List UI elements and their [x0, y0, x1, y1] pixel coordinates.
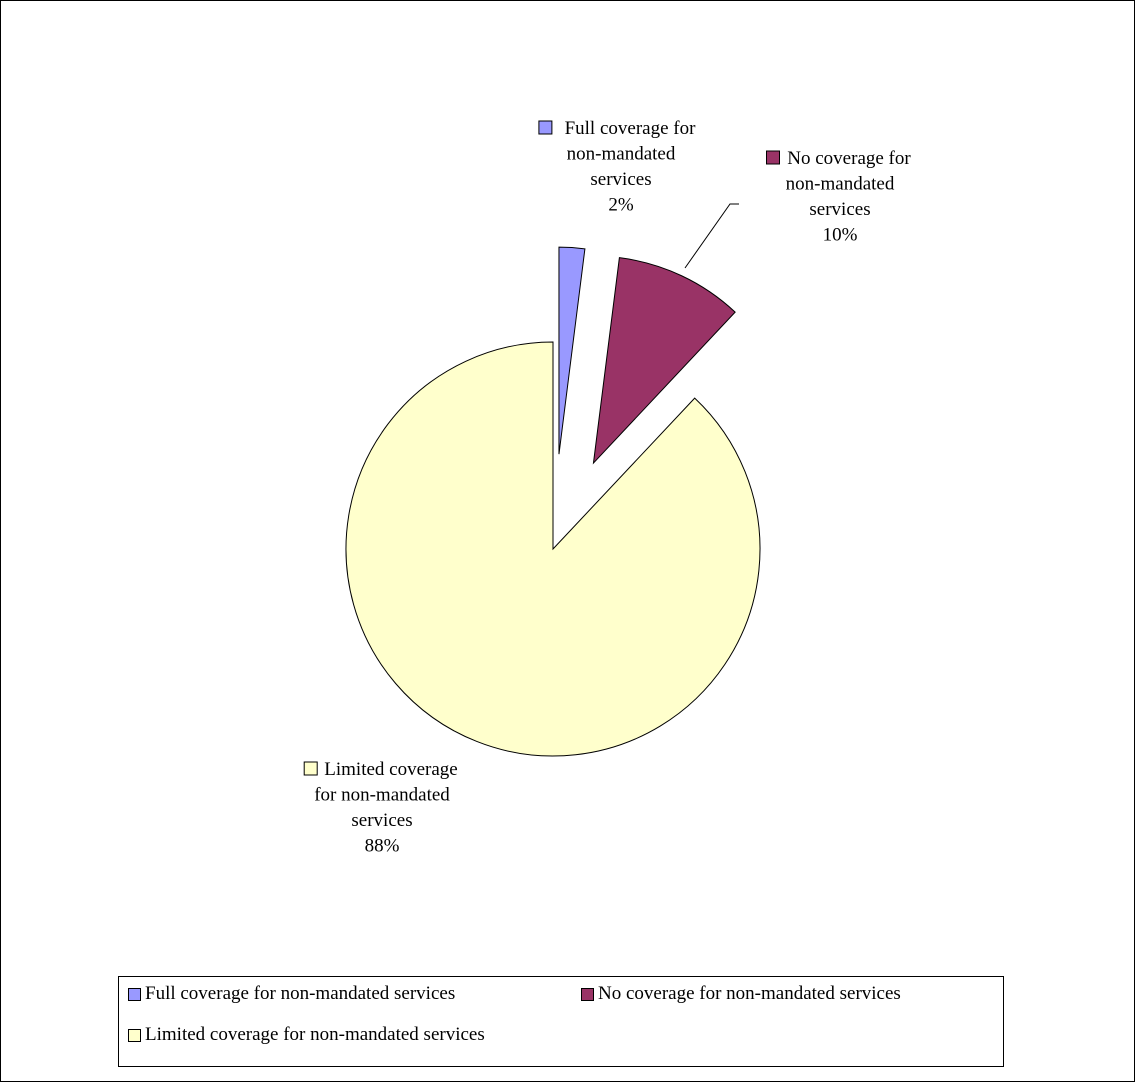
legend-item-full-coverage: Full coverage for non-mandated services [128, 983, 455, 1005]
leader-lines [684, 203, 739, 269]
data-label-0: Full coverage for non-mandated services 2% [538, 118, 697, 216]
data-label-swatch-2 [303, 761, 318, 776]
data-label-1-line-3: 10% [823, 225, 858, 246]
data-label-0-line-0: Full coverage for [565, 118, 697, 139]
data-label-swatch-0 [538, 120, 553, 135]
legend-label-no-coverage: No coverage for non-mandated services [598, 983, 901, 1004]
legend-label-full-coverage: Full coverage for non-mandated services [145, 983, 456, 1004]
legend-label-limited-coverage: Limited coverage for non-mandated servic… [145, 1024, 485, 1045]
data-label-1-line-1: non-mandated [786, 174, 895, 195]
legend-swatch-full-coverage [128, 987, 141, 1001]
data-label-1-line-0: No coverage for [787, 148, 911, 169]
data-label-1: No coverage for non-mandated services 10% [766, 148, 911, 246]
data-labels: Full coverage for non-mandated services 2% N… [303, 118, 911, 857]
pie-slices [345, 246, 761, 757]
data-label-swatch-1 [766, 150, 780, 165]
legend-item-no-coverage: No coverage for non-mandated services [581, 983, 901, 1005]
data-label-2-line-2: services [351, 810, 412, 831]
pie-slice-2 [345, 341, 761, 757]
data-label-0-line-1: non-mandated [567, 144, 676, 165]
pie-slice-1 [592, 257, 736, 465]
pie-slice-0 [558, 246, 586, 455]
legend-item-limited-coverage: Limited coverage for non-mandated servic… [128, 1024, 485, 1046]
data-label-0-line-2: services [590, 169, 651, 190]
legend: Full coverage for non-mandated services … [118, 976, 1004, 1067]
data-label-2-line-3: 88% [365, 836, 400, 857]
data-label-1-line-2: services [809, 199, 870, 220]
legend-swatch-no-coverage [581, 987, 594, 1001]
leader-line-1 [684, 203, 739, 269]
data-label-0-line-3: 2% [608, 195, 634, 216]
legend-swatch-limited-coverage [128, 1028, 141, 1042]
data-label-2-line-0: Limited coverage [324, 759, 457, 780]
data-label-2: Limited coverage for non-mandated services… [303, 759, 458, 857]
data-label-2-line-1: for non-mandated [314, 785, 450, 806]
